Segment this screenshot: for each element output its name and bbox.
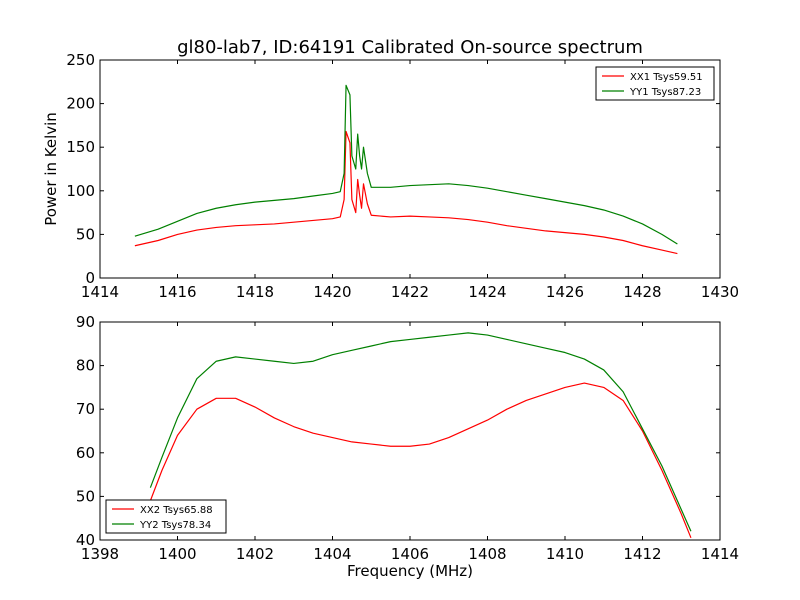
legend-box (595, 66, 715, 101)
y-tick-label: 40 (76, 531, 95, 549)
legend: XX1 Tsys59.51 YY1 Tsys87.23 (595, 66, 715, 101)
x-tick-label: 1418 (236, 283, 274, 301)
x-tick-label: 1416 (158, 283, 196, 301)
legend-label: XX1 Tsys59.51 (630, 72, 703, 83)
x-tick-label: 1422 (391, 283, 429, 301)
series-line-2-1 (149, 382, 692, 539)
chart-title: gl80-lab7, ID:64191 Calibrated On-source… (177, 37, 643, 58)
x-tick-label: 1414 (81, 283, 119, 301)
x-tick-label: 1410 (546, 545, 584, 563)
x-tick-label: 1420 (313, 283, 351, 301)
y-tick-label: 200 (66, 95, 95, 113)
lower-panel: 1398 1400 1402 1404 1406 1408 1410 1412 1414 40 50… (76, 313, 739, 580)
legend-label: XX2 Tsys65.88 (140, 505, 213, 516)
y-axis-label: Power in Kelvin (42, 112, 60, 226)
x-tick-label: 1428 (623, 283, 661, 301)
y-tick-label: 250 (66, 51, 95, 69)
y-tick-label: 70 (76, 400, 95, 418)
x-tick-label: 1404 (313, 545, 351, 563)
legend: XX2 Tsys65.88 YY2 Tsys78.34 (105, 499, 227, 534)
y-tick-label: 90 (76, 313, 95, 331)
x-tick-label: 1398 (81, 545, 119, 563)
x-tick-label: 1412 (623, 545, 661, 563)
y-tick-label: 100 (66, 182, 95, 200)
legend-label: YY1 Tsys87.23 (629, 87, 701, 98)
upper-panel: 1414 1416 1418 1420 1422 1424 1426 1428 1430 0 50 1… (42, 51, 739, 301)
y-tick-label: 80 (76, 357, 95, 375)
y-tick-label: 0 (85, 269, 95, 287)
x-tick-label: 1426 (546, 283, 584, 301)
y-tick-label: 50 (76, 487, 95, 505)
series-line-1-1 (134, 130, 678, 255)
y-tick-label: 50 (76, 225, 95, 243)
legend-box (105, 499, 227, 534)
series-line-2-2 (149, 332, 692, 532)
series-line-1-2 (134, 84, 678, 245)
legend-label: YY2 Tsys78.34 (139, 520, 211, 531)
y-tick-label: 60 (76, 444, 95, 462)
x-tick-label: 1408 (468, 545, 506, 563)
x-tick-label: 1414 (701, 545, 739, 563)
x-tick-label: 1424 (468, 283, 506, 301)
x-tick-label: 1400 (158, 545, 196, 563)
x-tick-label: 1402 (236, 545, 274, 563)
x-tick-label: 1406 (391, 545, 429, 563)
y-tick-label: 150 (66, 138, 95, 156)
x-axis-label: Frequency (MHz) (347, 562, 473, 580)
x-tick-label: 1430 (701, 283, 739, 301)
